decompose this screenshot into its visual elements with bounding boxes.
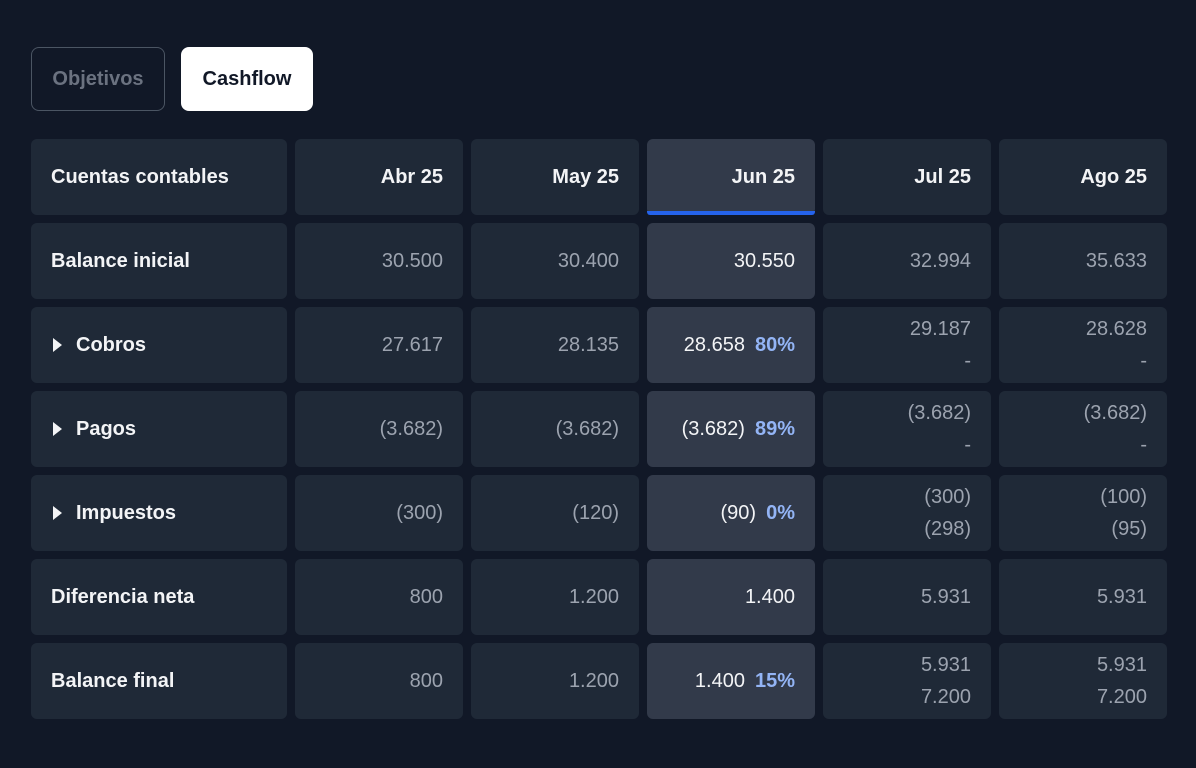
ago-value: (3.682): [1083, 402, 1147, 424]
jun-value: 1.400: [744, 585, 795, 608]
value-cell-ago: 35.633: [999, 223, 1167, 299]
value-cell-jul: (300) (298): [823, 475, 991, 551]
header-month-ago[interactable]: Ago 25: [999, 139, 1167, 215]
value-cell-jun: 1.400: [647, 559, 815, 635]
value-cell-abr: (3.682): [295, 391, 463, 467]
row-label-cell[interactable]: Cobros: [31, 307, 287, 383]
table-row: Impuestos (300) (120) (90) 0% (300) (298) (100)…: [31, 475, 1167, 551]
header-month-jul[interactable]: Jul 25: [823, 139, 991, 215]
value-cell-may: 28.135: [471, 307, 639, 383]
value-cell-abr: 800: [295, 559, 463, 635]
value-cell-ago: (3.682) -: [999, 391, 1167, 467]
jun-value: 28.658: [683, 333, 745, 356]
row-label-cell[interactable]: Impuestos: [31, 475, 287, 551]
value-cell-jun: 30.550: [647, 223, 815, 299]
jul-value: (300): [924, 486, 971, 508]
jul-secondary-value: 7.200: [920, 686, 971, 708]
table-row: Cobros 27.617 28.135 28.658 80% 29.187-28.628…: [31, 307, 1167, 383]
tab-cashflow[interactable]: Cashflow: [181, 47, 313, 111]
ago-secondary-value: 7.200: [1096, 686, 1147, 708]
value-cell-ago: 5.931 7.200: [999, 643, 1167, 719]
value-cell-ago: 28.628 -: [999, 307, 1167, 383]
ago-value: 5.931: [1096, 586, 1147, 608]
value-cell-jul: 29.187 -: [823, 307, 991, 383]
ago-secondary-value: -: [1140, 350, 1147, 372]
value-cell-jun: (90) 0%: [647, 475, 815, 551]
jun-value: 1.400: [694, 669, 745, 692]
value-cell-ago: (100) (95): [999, 475, 1167, 551]
ago-secondary-value: (95): [1111, 518, 1147, 540]
row-label: Impuestos: [76, 501, 177, 524]
ago-value: 5.931: [1096, 654, 1147, 676]
value-cell-may: 1.200: [471, 643, 639, 719]
ago-value: 35.633: [1085, 250, 1147, 272]
tab-bar: Objetivos Cashflow: [31, 47, 313, 111]
jun-value: (90): [720, 501, 757, 524]
row-label-cell: Diferencia neta: [31, 559, 287, 635]
jul-secondary-value: -: [964, 350, 971, 372]
table-row: Balance inicial 30.500 30.400 30.550 32.994 3…: [31, 223, 1167, 299]
jun-percent: 15%: [754, 669, 795, 692]
caret-right-icon[interactable]: [53, 506, 62, 520]
table-row: Balance final 800 1.200 1.400 15% 5.931 7.200 5…: [31, 643, 1167, 719]
value-cell-jun: 1.400 15%: [647, 643, 815, 719]
value-cell-jun: 28.658 80%: [647, 307, 815, 383]
jun-percent: 0%: [766, 501, 795, 524]
value-cell-may: 1.200: [471, 559, 639, 635]
jul-value: 29.187: [909, 318, 971, 340]
caret-right-icon[interactable]: [53, 338, 62, 352]
value-cell-jul: 32.994: [823, 223, 991, 299]
header-month-may[interactable]: May 25: [471, 139, 639, 215]
value-cell-may: 30.400: [471, 223, 639, 299]
header-month-abr[interactable]: Abr 25: [295, 139, 463, 215]
value-cell-ago: 5.931: [999, 559, 1167, 635]
jun-percent: 89%: [754, 417, 795, 440]
value-cell-jun: (3.682) 89%: [647, 391, 815, 467]
header-month-jun-selected[interactable]: Jun 25: [647, 139, 815, 215]
jul-value: 5.931: [920, 654, 971, 676]
value-cell-may: (3.682): [471, 391, 639, 467]
row-label: Balance final: [51, 669, 175, 692]
jun-value: 30.550: [733, 249, 795, 272]
ago-secondary-value: -: [1140, 434, 1147, 456]
value-cell-abr: 800: [295, 643, 463, 719]
row-label: Pagos: [76, 417, 137, 440]
value-cell-jul: (3.682) -: [823, 391, 991, 467]
row-label-cell: Balance final: [31, 643, 287, 719]
ago-value: (100): [1100, 486, 1147, 508]
jun-percent: 80%: [754, 333, 795, 356]
value-cell-abr: 30.500: [295, 223, 463, 299]
value-cell-abr: (300): [295, 475, 463, 551]
table-row: Diferencia neta 800 1.200 1.400 5.931 5.931: [31, 559, 1167, 635]
jun-value: (3.682): [681, 417, 745, 440]
jul-value: 5.931: [920, 586, 971, 608]
ago-value: 28.628: [1085, 318, 1147, 340]
jul-value: 32.994: [909, 250, 971, 272]
value-cell-jul: 5.931: [823, 559, 991, 635]
jul-value: (3.682): [907, 402, 971, 424]
row-label-cell[interactable]: Pagos: [31, 391, 287, 467]
header-cuentas-contables: Cuentas contables: [31, 139, 287, 215]
table-header-row: Cuentas contables Abr 25 May 25 Jun 25 J…: [31, 139, 1167, 215]
table-row: Pagos (3.682) (3.682) (3.682) 89% (3.682) - (3.…: [31, 391, 1167, 467]
caret-right-icon[interactable]: [53, 422, 62, 436]
jul-secondary-value: -: [964, 434, 971, 456]
jul-secondary-value: (298): [924, 518, 971, 540]
row-label: Cobros: [76, 333, 146, 356]
tab-objetivos[interactable]: Objetivos: [31, 47, 165, 111]
row-label: Diferencia neta: [51, 585, 195, 608]
row-label-cell: Balance inicial: [31, 223, 287, 299]
cashflow-table: Cuentas contables Abr 25 May 25 Jun 25 J…: [31, 139, 1167, 727]
value-cell-may: (120): [471, 475, 639, 551]
value-cell-abr: 27.617: [295, 307, 463, 383]
value-cell-jul: 5.931 7.200: [823, 643, 991, 719]
row-label: Balance inicial: [51, 249, 190, 272]
